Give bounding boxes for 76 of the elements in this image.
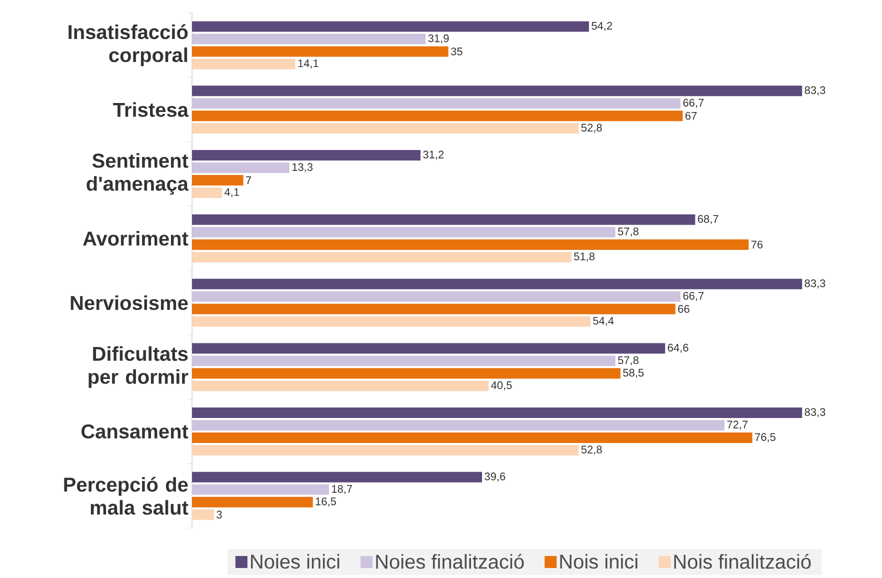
bar [192,368,620,379]
legend-label: Nois finalització [674,554,811,569]
y-tick-label: Cansament [81,424,188,439]
data-label: 76,5 [755,433,776,442]
legend-label: Nois inici [560,554,638,569]
bar [192,380,489,392]
bar [192,46,448,57]
data-label: 39,6 [484,472,506,482]
bar [192,174,244,186]
bar [192,472,482,482]
data-label: 52,8 [581,446,602,455]
bar [192,432,752,443]
bar [192,214,696,225]
bar [192,343,666,354]
bar [192,356,616,366]
data-label: 54,4 [593,316,614,326]
data-label: 83,3 [804,86,826,96]
legend-label: Noies finalització [376,554,524,569]
bar [192,123,579,134]
data-label: 72,7 [727,420,748,430]
data-label: 54,2 [592,22,612,31]
bar [192,110,683,122]
bar [192,252,572,262]
data-label: 66 [678,305,690,313]
bar [192,420,724,430]
data-label: 66,7 [683,292,704,301]
bar [192,58,296,70]
data-label: 14,1 [298,59,318,68]
bar [192,496,313,508]
y-tick-label: Tristesa [113,102,189,117]
y-tick-label: Avorriment [83,230,188,246]
data-label: 18,7 [332,485,352,494]
bar [192,98,681,109]
bar [192,162,290,173]
data-label: 35 [450,48,462,56]
data-label: 58,5 [623,368,644,378]
data-label: 66,7 [683,98,704,108]
data-label: 7 [246,176,252,184]
y-tick-label: Sentiment d'amenaça [86,153,189,195]
bar [192,484,329,495]
data-label: 16,5 [316,498,336,507]
data-label: 51,8 [574,252,595,262]
bar [192,34,426,44]
bar [192,407,802,418]
bar [192,444,579,456]
data-label: 83,3 [804,408,826,418]
data-label: 3 [216,510,222,518]
legend-label: Noies inici [251,554,340,569]
bar [192,150,421,160]
y-tick-label: Insatisfacció corporal [68,24,188,66]
bar [192,291,681,302]
data-label: 40,5 [491,381,512,390]
bar [192,86,802,96]
data-label: 68,7 [698,215,718,224]
bar [192,21,589,32]
data-label: 31,9 [428,34,449,44]
bar [192,304,676,314]
y-tick-label: Percepció de mala salut [64,476,188,515]
data-label: 4,1 [224,188,239,198]
data-label: 76 [751,240,763,248]
bar [192,509,214,520]
bar [192,226,616,238]
data-label: 57,8 [618,356,638,366]
bar [192,187,222,198]
data-label: 31,2 [423,150,444,160]
data-label: 64,6 [668,344,688,353]
bar [192,278,802,290]
data-label: 83,3 [804,279,826,288]
data-label: 67 [685,112,697,120]
data-label: 13,3 [292,163,313,172]
y-tick-label: Nerviosisme [70,295,188,310]
bar [192,239,749,250]
data-label: 57,8 [618,228,638,237]
bar [192,316,590,327]
data-label: 52,8 [581,124,602,133]
y-tick-label: Dificultats per dormir [88,346,188,388]
